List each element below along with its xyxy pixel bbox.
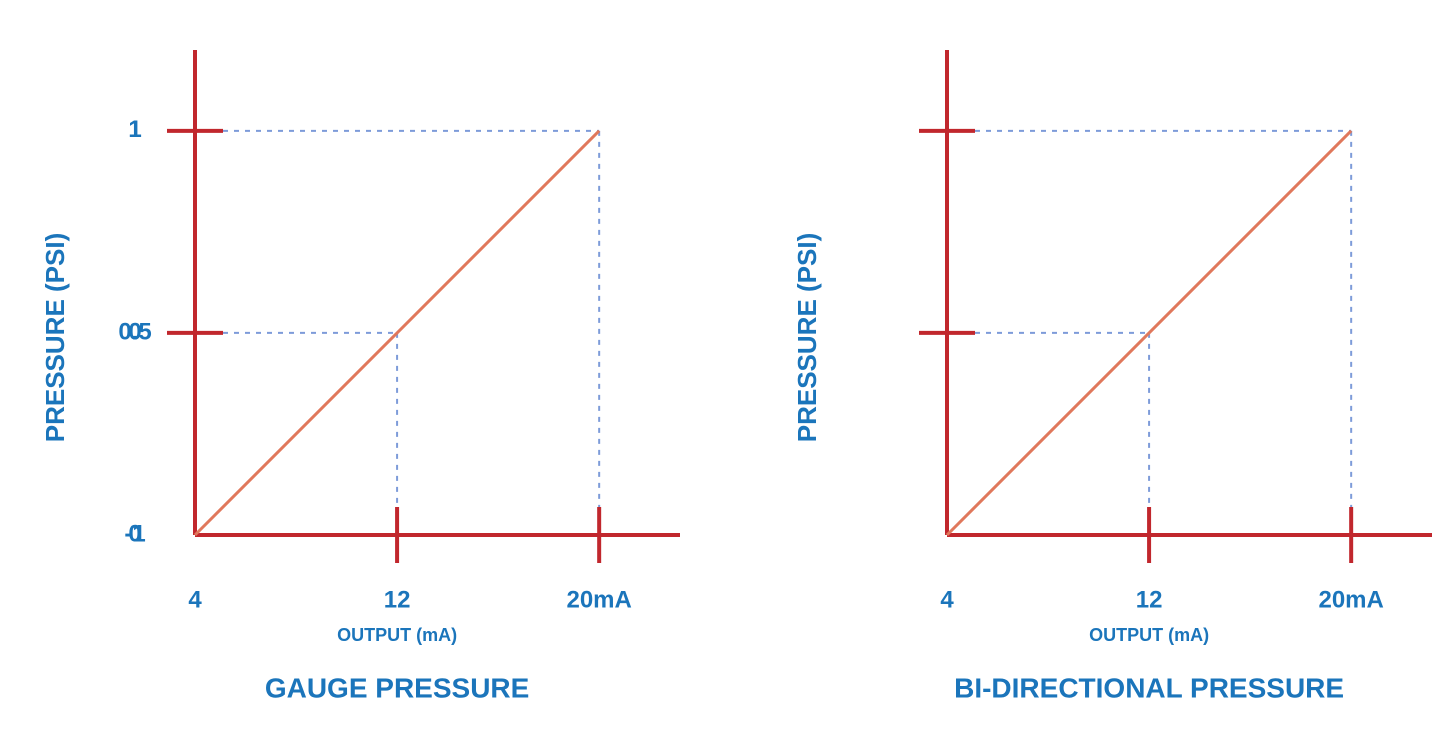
x-tick-label: 4 bbox=[940, 586, 954, 613]
x-tick-label: 4 bbox=[188, 586, 202, 613]
y-axis-label: PRESSURE (PSI) bbox=[792, 233, 822, 443]
y-tick-label: 1 bbox=[128, 116, 141, 143]
x-tick-label: 20mA bbox=[1318, 586, 1383, 613]
x-tick-label: 20mA bbox=[566, 586, 631, 613]
y-tick-label: -1 bbox=[124, 520, 145, 547]
y-tick-label: 0.5 bbox=[118, 318, 151, 345]
y-tick-label: 0 bbox=[128, 520, 141, 547]
chart-title: BI-DIRECTIONAL PRESSURE bbox=[954, 672, 1344, 703]
x-tick-label: 12 bbox=[1136, 586, 1163, 613]
x-tick-label: 12 bbox=[384, 586, 411, 613]
data-line bbox=[945, 129, 1353, 537]
data-line bbox=[193, 129, 601, 537]
chart-title: GAUGE PRESSURE bbox=[265, 672, 530, 703]
y-tick-label: 0 bbox=[128, 318, 141, 345]
y-tick-label: 1 bbox=[128, 116, 141, 143]
y-axis-label: PRESSURE (PSI) bbox=[40, 233, 70, 443]
x-axis-label: OUTPUT (mA) bbox=[1089, 625, 1209, 645]
x-axis-label: OUTPUT (mA) bbox=[337, 625, 457, 645]
